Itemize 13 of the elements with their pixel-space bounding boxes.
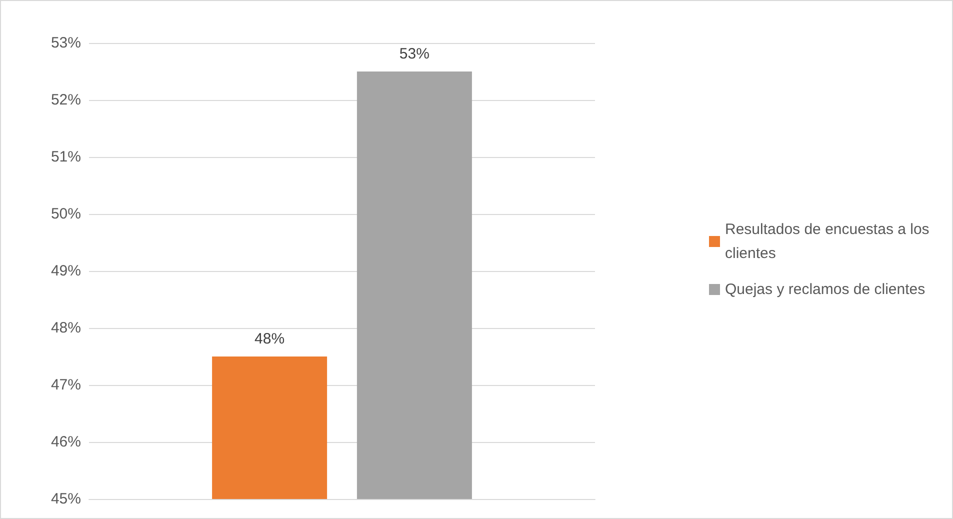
y-tick-label: 47% [50,376,81,394]
y-tick-label: 46% [50,434,81,450]
y-tick-label: 52% [50,92,81,108]
y-tick-label: 45% [50,490,81,508]
data-label: 48% [254,330,285,348]
legend-label: Resultados de encuestas a los clientes [725,221,934,262]
y-tick-label: 48% [50,320,81,336]
y-tick-label: 51% [50,148,81,166]
legend-label: Quejas y reclamos de clientes [725,281,926,298]
y-tick-label: 49% [50,262,81,280]
y-tick-label: 53% [50,34,81,52]
data-label: 53% [399,46,430,62]
y-tick-label: 50% [50,206,81,222]
